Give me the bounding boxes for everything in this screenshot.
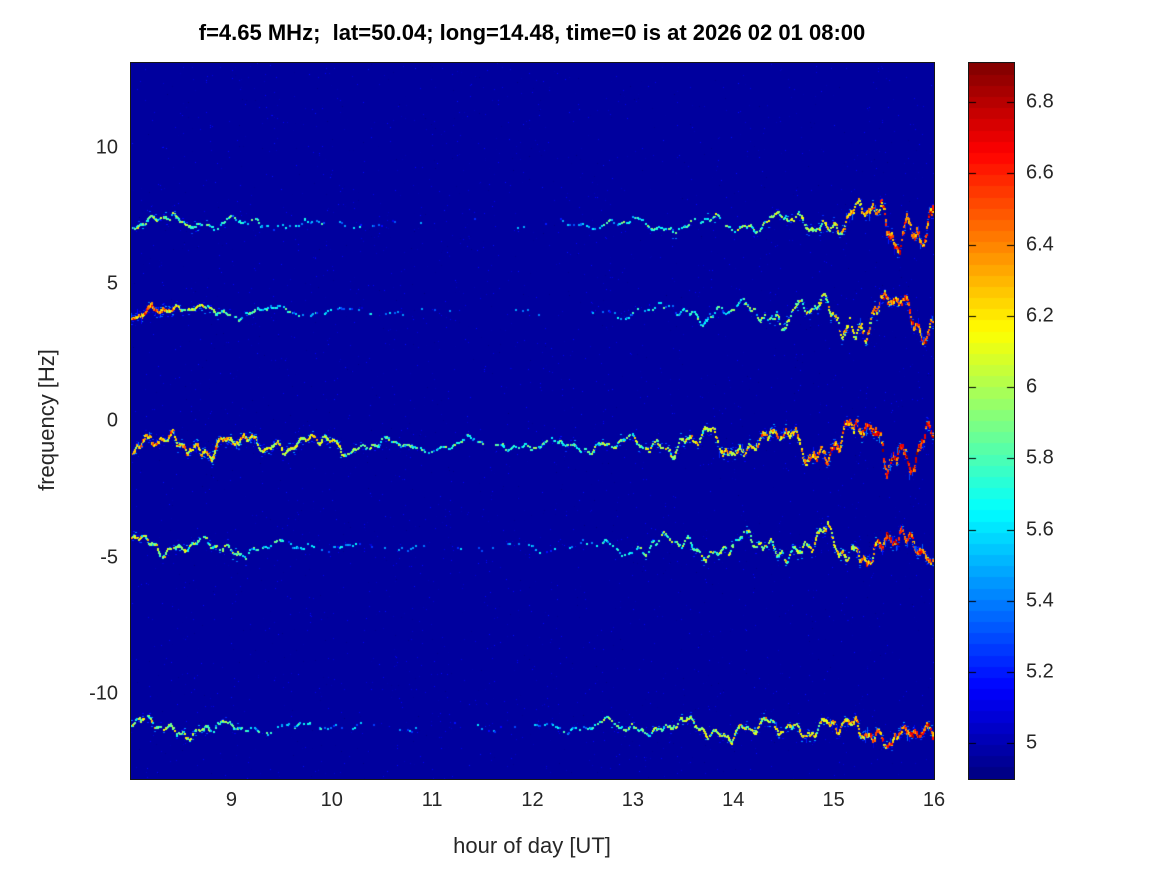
y-tick-label: -5 [100, 546, 118, 569]
x-tick-label: 11 [421, 789, 443, 811]
colorbar-tick-label: 5.6 [1026, 518, 1054, 541]
colorbar-canvas [969, 63, 1014, 779]
colorbar-tick-label: 5.8 [1026, 446, 1054, 469]
colorbar-tick-label: 5.4 [1026, 589, 1054, 612]
chart-title: f=4.65 MHz; lat=50.04; long=14.48, time=… [198, 20, 866, 45]
x-tick-label: 15 [822, 789, 845, 811]
y-tick-label: -10 [89, 682, 118, 705]
spectrogram-canvas [131, 63, 934, 779]
colorbar-tick-label: 6 [1026, 375, 1038, 398]
x-tick-label: 12 [521, 789, 544, 811]
x-tick-label: 10 [320, 789, 343, 811]
colorbar-tick-label: 5.2 [1026, 660, 1054, 683]
x-tick-label: 14 [722, 789, 745, 811]
colorbar-tick-label: 6.8 [1026, 90, 1054, 113]
x-tick-label: 13 [621, 789, 644, 811]
plot-area [130, 62, 935, 780]
y-tick-label: 10 [95, 136, 118, 159]
y-tick-label: 5 [106, 272, 118, 295]
y-axis-label: frequency [Hz] [34, 349, 59, 491]
y-tick-label: 0 [106, 409, 118, 432]
colorbar-tick-label: 6.2 [1026, 304, 1054, 327]
x-tick-label: 16 [922, 789, 946, 811]
x-axis-label: hour of day [UT] [453, 833, 611, 858]
x-tick-label: 9 [225, 789, 237, 811]
colorbar [968, 62, 1015, 780]
colorbar-tick-label: 6.4 [1026, 233, 1054, 256]
colorbar-tick-label: 5 [1026, 731, 1038, 754]
colorbar-tick-label: 6.6 [1026, 161, 1054, 184]
